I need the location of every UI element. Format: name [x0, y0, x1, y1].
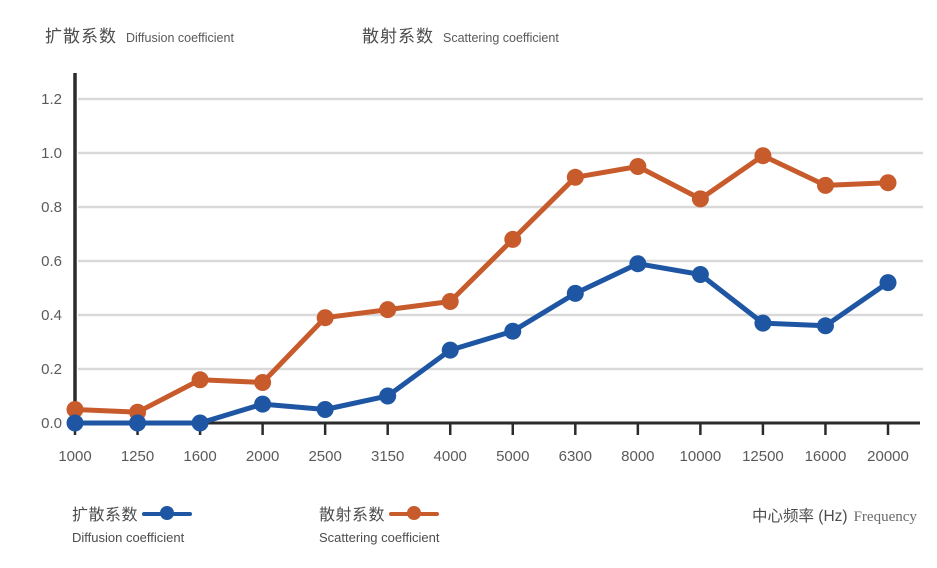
x-tick-label-1600: 1600 — [183, 448, 216, 465]
title-scattering: 散射系数 Scattering coefficient — [362, 22, 559, 47]
x-axis-title-zh: 中心频率 (Hz) — [752, 508, 848, 525]
x-tick-label-6300: 6300 — [559, 448, 592, 465]
data-point-diffusion-20000 — [879, 274, 897, 292]
data-point-diffusion-16000 — [816, 317, 834, 335]
data-point-diffusion-6300 — [566, 284, 584, 302]
x-axis-title-en: Frequency — [853, 509, 917, 525]
series-line-scattering — [72, 153, 891, 415]
data-point-diffusion-4000 — [441, 341, 459, 359]
y-tick-label-0.2: 0.2 — [41, 361, 62, 378]
series-line-diffusion — [72, 261, 891, 426]
x-tick-label-4000: 4000 — [434, 448, 467, 465]
x-tick-label-1000: 1000 — [58, 448, 91, 465]
y-tick-label-0.8: 0.8 — [41, 199, 62, 216]
x-tick-label-3150: 3150 — [371, 448, 404, 465]
x-tick-label-1250: 1250 — [121, 448, 154, 465]
x-tick-label-16000: 16000 — [805, 448, 847, 465]
title-scattering-en: Scattering coefficient — [443, 31, 559, 45]
data-point-diffusion-10000 — [691, 266, 709, 283]
data-point-scattering-16000 — [816, 176, 834, 194]
y-tick-label-0.6: 0.6 — [41, 253, 62, 270]
legend-marker-diffusion-icon — [142, 505, 193, 521]
x-tick-label-2500: 2500 — [308, 448, 341, 465]
data-point-diffusion-12500 — [754, 314, 772, 332]
x-tick-label-5000: 5000 — [496, 448, 529, 465]
x-tick-label-8000: 8000 — [621, 448, 654, 465]
data-point-scattering-1000 — [66, 401, 84, 418]
data-point-diffusion-1250 — [129, 414, 147, 432]
data-point-scattering-3150 — [379, 301, 397, 319]
data-point-diffusion-3150 — [379, 387, 397, 405]
data-point-scattering-5000 — [504, 230, 522, 248]
title-diffusion: 扩散系数 Diffusion coefficient — [45, 22, 234, 47]
legend-item-scattering: 散射系数 Scattering coefficient — [319, 501, 439, 545]
legend-scattering-zh: 散射系数 — [319, 507, 386, 524]
x-tick-label-20000: 20000 — [867, 448, 909, 465]
y-tick-label-0.0: 0.0 — [41, 415, 62, 432]
data-point-diffusion-2500 — [316, 401, 334, 418]
data-point-scattering-10000 — [691, 190, 709, 208]
data-point-scattering-4000 — [441, 293, 459, 310]
data-point-scattering-6300 — [566, 168, 584, 186]
legend-item-diffusion: 扩散系数 Diffusion coefficient — [72, 501, 193, 545]
legend-diffusion-en: Diffusion coefficient — [72, 530, 185, 545]
title-scattering-zh: 散射系数 — [362, 27, 434, 46]
x-tick-label-2000: 2000 — [246, 448, 279, 465]
data-point-diffusion-8000 — [629, 255, 647, 273]
data-point-diffusion-1000 — [66, 414, 84, 432]
y-tick-label-1.0: 1.0 — [41, 145, 62, 162]
y-tick-label-1.2: 1.2 — [41, 91, 62, 108]
x-tick-label-12500: 12500 — [742, 448, 784, 465]
legend-scattering-en: Scattering coefficient — [319, 530, 440, 545]
data-point-scattering-8000 — [629, 158, 647, 175]
data-point-scattering-2500 — [316, 309, 334, 327]
x-axis-title: 中心频率 (Hz) Frequency — [752, 504, 917, 526]
legend-marker-scattering-icon — [389, 505, 440, 521]
y-tick-label-0.4: 0.4 — [41, 307, 62, 324]
data-point-diffusion-5000 — [504, 322, 522, 340]
data-point-diffusion-2000 — [254, 395, 272, 413]
data-point-diffusion-1600 — [191, 414, 209, 432]
data-point-scattering-12500 — [754, 147, 772, 165]
x-tick-label-10000: 10000 — [680, 448, 722, 465]
data-point-scattering-2000 — [254, 374, 272, 391]
title-diffusion-en: Diffusion coefficient — [126, 31, 234, 45]
data-point-scattering-20000 — [879, 174, 897, 192]
legend-diffusion-zh: 扩散系数 — [72, 507, 139, 524]
title-diffusion-zh: 扩散系数 — [45, 27, 117, 46]
data-point-scattering-1600 — [191, 371, 209, 389]
